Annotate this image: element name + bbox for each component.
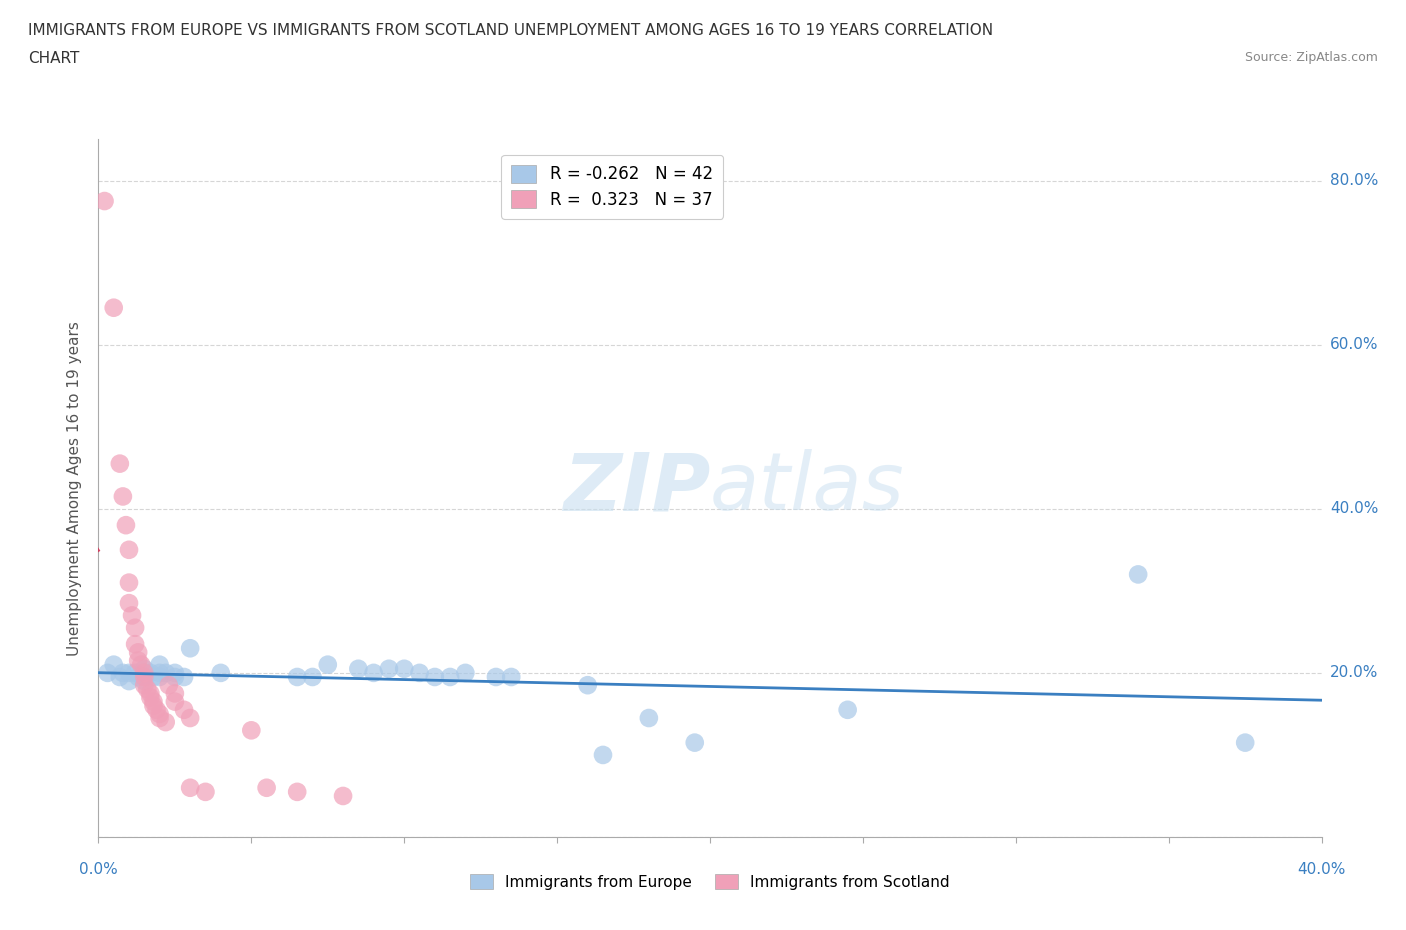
Point (134, 670, 156, 684)
Point (134, 678, 156, 693)
Point (121, 608, 143, 623)
Point (118, 542, 141, 557)
Point (179, 780, 201, 795)
Point (423, 670, 446, 684)
Point (129, 658, 152, 672)
Point (163, 694, 186, 709)
Point (124, 637, 146, 652)
Point (155, 666, 177, 681)
Point (134, 670, 156, 684)
Point (332, 789, 354, 804)
Point (454, 666, 477, 681)
Point (637, 711, 661, 725)
Point (157, 678, 180, 693)
Point (392, 661, 416, 676)
Y-axis label: Unemployment Among Ages 16 to 19 years: Unemployment Among Ages 16 to 19 years (67, 321, 83, 656)
Text: 0.0%: 0.0% (79, 862, 118, 877)
Point (1234, 736, 1257, 751)
Point (118, 673, 141, 688)
Point (256, 780, 278, 795)
Point (837, 702, 859, 717)
Point (111, 489, 134, 504)
Point (127, 653, 149, 668)
Point (285, 784, 308, 799)
Point (127, 644, 149, 659)
Point (149, 707, 172, 722)
Point (103, 658, 125, 672)
Text: 20.0%: 20.0% (1330, 665, 1378, 681)
Text: 80.0%: 80.0% (1330, 173, 1378, 188)
Point (155, 714, 177, 729)
Point (108, 457, 131, 472)
Point (683, 736, 706, 751)
Point (134, 666, 156, 681)
Text: 60.0%: 60.0% (1330, 338, 1378, 352)
Point (163, 686, 186, 701)
Point (118, 575, 141, 590)
Point (209, 666, 232, 681)
Text: 40.0%: 40.0% (1330, 501, 1378, 516)
Point (97, 666, 120, 681)
Point (142, 698, 165, 713)
Point (163, 670, 186, 684)
Point (501, 670, 523, 684)
Point (408, 666, 430, 681)
Point (124, 620, 146, 635)
Point (485, 670, 508, 684)
Point (149, 666, 172, 681)
Point (136, 682, 159, 697)
Point (124, 666, 146, 681)
Text: IMMIGRANTS FROM EUROPE VS IMMIGRANTS FROM SCOTLAND UNEMPLOYMENT AMONG AGES 16 TO: IMMIGRANTS FROM EUROPE VS IMMIGRANTS FRO… (28, 23, 993, 38)
Legend: Immigrants from Europe, Immigrants from Scotland: Immigrants from Europe, Immigrants from … (464, 868, 956, 896)
Point (142, 694, 165, 709)
Point (363, 666, 385, 681)
Point (145, 702, 167, 717)
Point (592, 748, 614, 763)
Point (163, 666, 186, 681)
Point (1128, 567, 1150, 582)
Point (173, 670, 195, 684)
Point (93, 193, 115, 208)
Text: Source: ZipAtlas.com: Source: ZipAtlas.com (1244, 51, 1378, 64)
Point (285, 670, 308, 684)
Point (139, 666, 162, 681)
Point (173, 702, 195, 717)
Point (240, 723, 263, 737)
Point (127, 670, 149, 684)
Point (118, 596, 141, 611)
Point (142, 670, 165, 684)
Point (179, 641, 201, 656)
Point (103, 300, 125, 315)
Point (316, 658, 339, 672)
Point (111, 666, 134, 681)
Point (149, 670, 172, 684)
Point (118, 666, 141, 681)
Text: 40.0%: 40.0% (1298, 862, 1346, 877)
Point (115, 518, 138, 533)
Point (134, 673, 156, 688)
Point (301, 670, 323, 684)
Point (194, 784, 217, 799)
Point (134, 661, 156, 676)
Text: CHART: CHART (28, 51, 80, 66)
Text: atlas: atlas (710, 449, 905, 527)
Point (347, 661, 370, 676)
Point (139, 690, 162, 705)
Point (179, 711, 201, 725)
Point (576, 678, 599, 693)
Point (378, 661, 401, 676)
Point (139, 686, 162, 701)
Point (149, 658, 172, 672)
Point (108, 670, 131, 684)
Text: ZIP: ZIP (562, 449, 710, 527)
Point (439, 670, 461, 684)
Point (149, 711, 172, 725)
